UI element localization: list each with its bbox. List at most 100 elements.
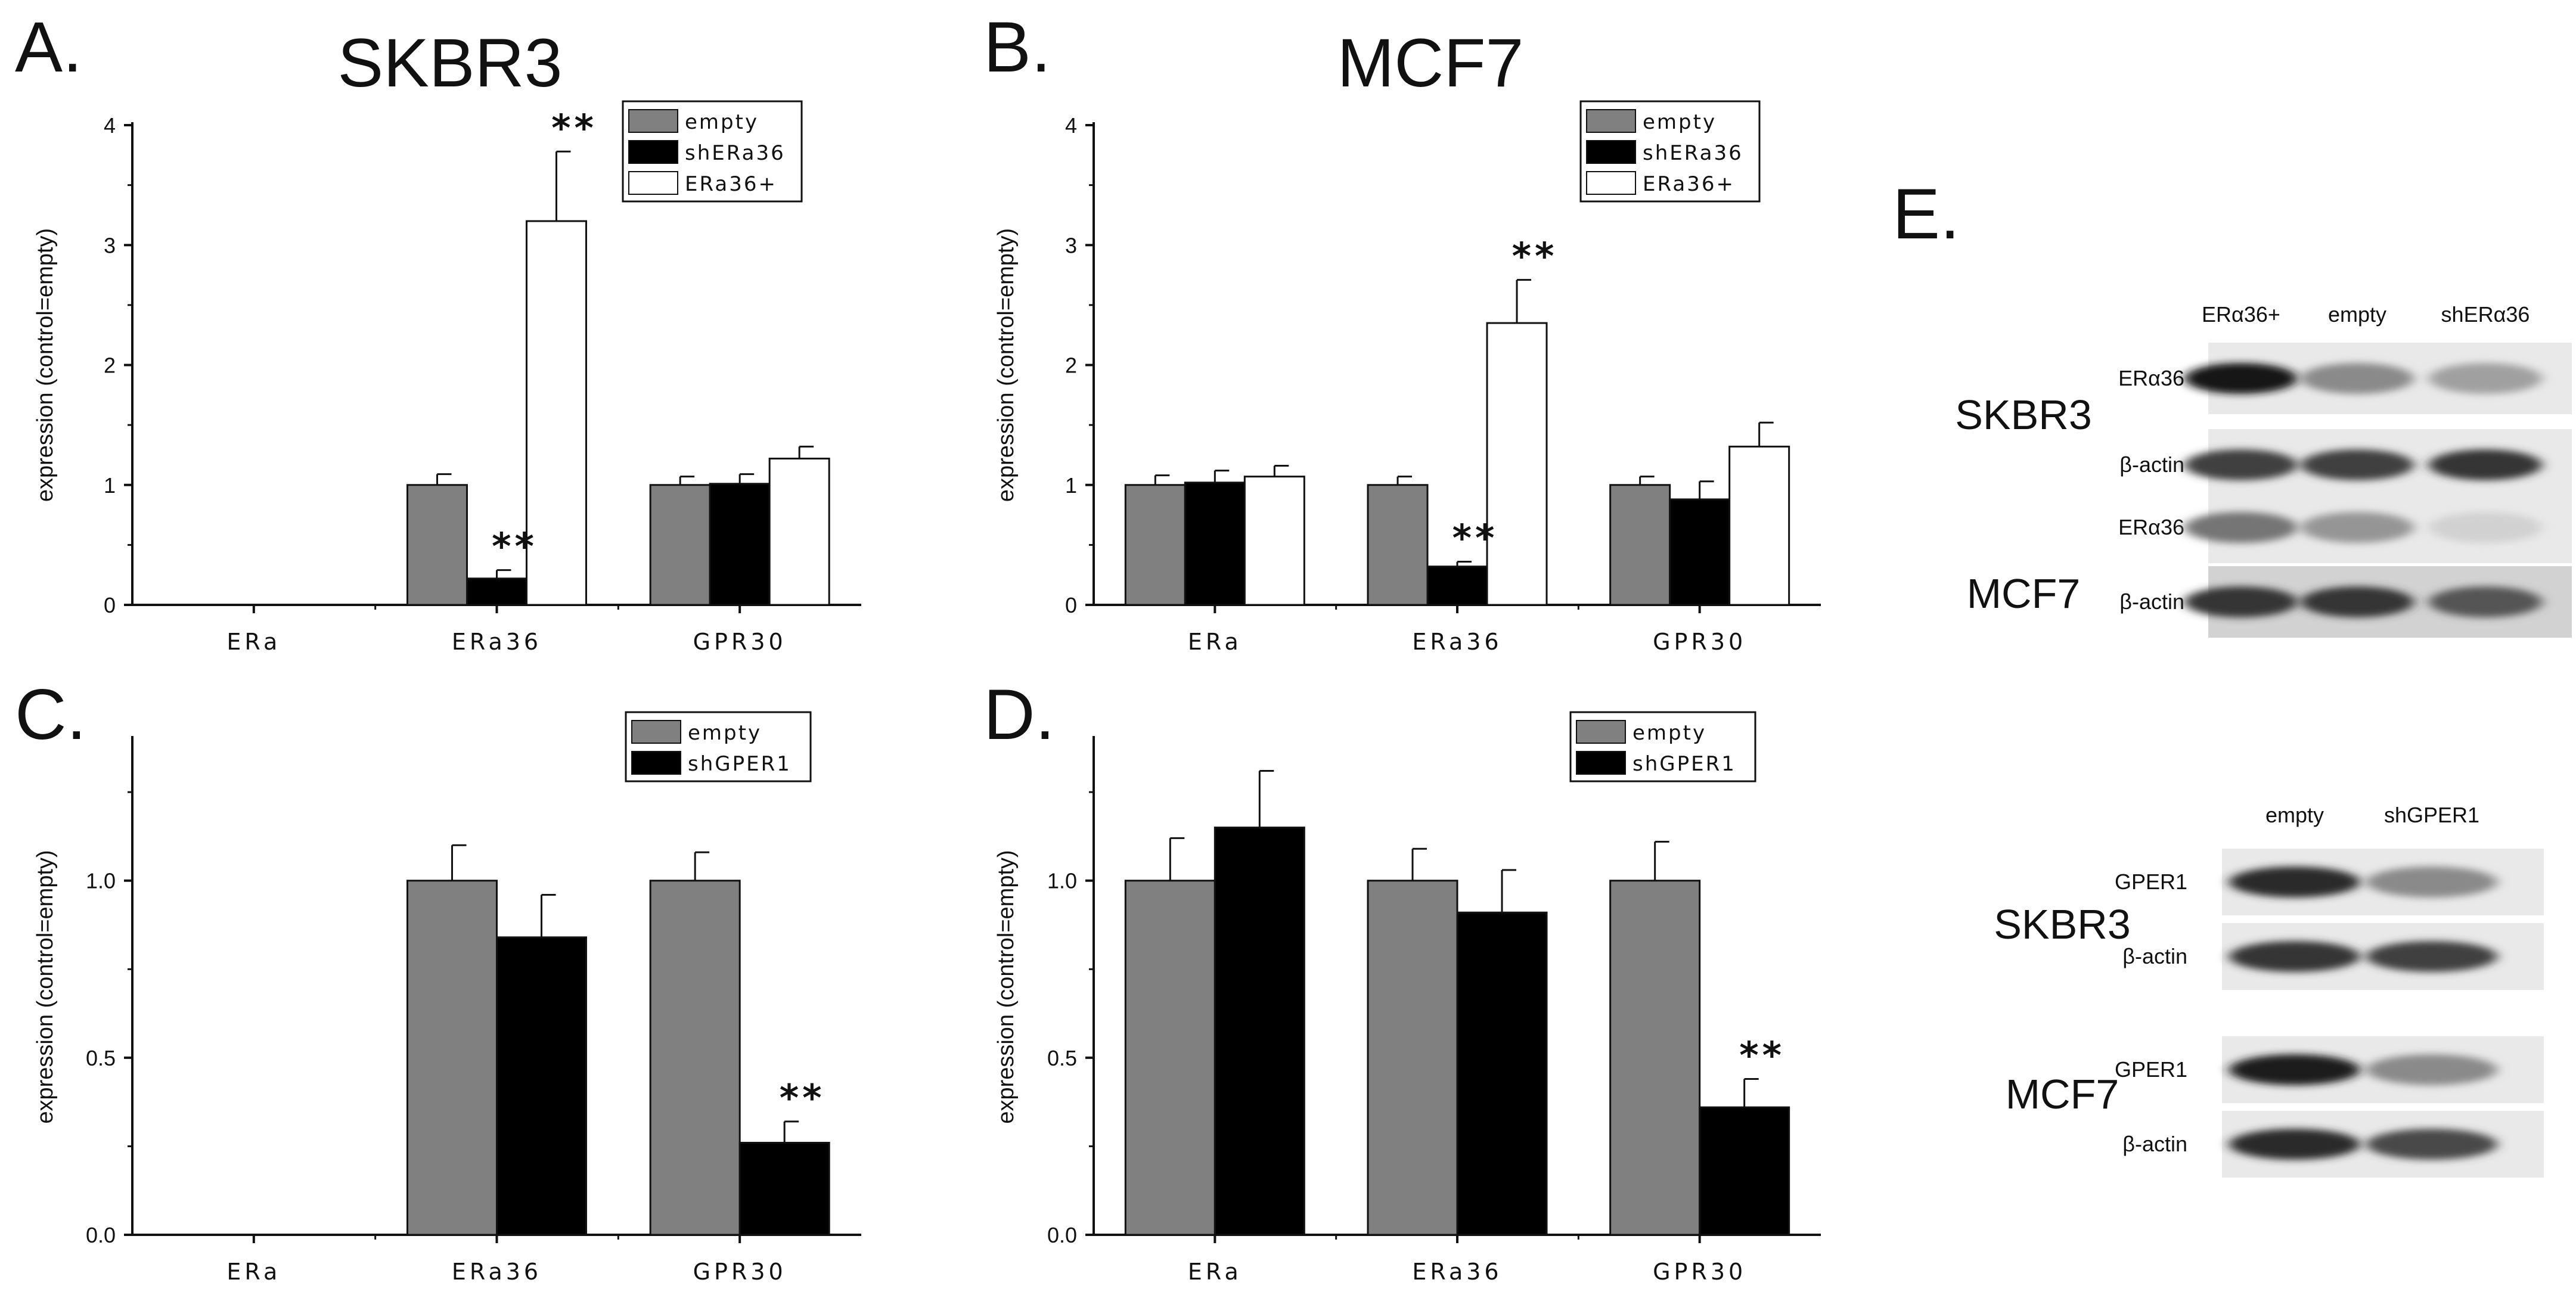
blot-band: [2429, 363, 2542, 394]
y-tick-label: 4: [1065, 113, 1077, 138]
x-tick-label: ERa36: [1412, 629, 1502, 655]
legend-label: empty: [685, 110, 759, 134]
x-tick-label: ERa: [226, 629, 281, 655]
x-tick-label: GPR30: [1653, 1259, 1746, 1285]
legend-swatch: [1586, 171, 1636, 195]
bar-shgper1-era36: [1456, 911, 1548, 1236]
blot-band: [2184, 512, 2298, 543]
y-tick-label: 1: [1065, 473, 1077, 498]
blot-band: [2229, 867, 2360, 898]
significance-marker: **: [1739, 1034, 1785, 1077]
blot-band: [2366, 1054, 2497, 1085]
legend-swatch: [631, 751, 681, 775]
bar-empty-gpr30: [1609, 484, 1671, 606]
x-tick-label: GPR30: [693, 1259, 787, 1285]
y-tick-label: 3: [104, 233, 116, 257]
legend-swatch: [631, 720, 681, 744]
y-tick-label: 0: [104, 593, 116, 617]
significance-marker: **: [551, 106, 597, 150]
bar-shgper1-gpr30: [738, 1141, 830, 1236]
y-tick-label: 0.5: [86, 1046, 116, 1070]
legend-swatch: [1576, 751, 1626, 775]
lane-label: shERα36: [2441, 302, 2530, 327]
blot-band: [2366, 941, 2497, 972]
legend-swatch: [628, 171, 678, 195]
bar-shera36-gpr30: [1669, 498, 1731, 606]
bar-era36--era36: [1486, 322, 1548, 606]
legend-label: shGPER1: [1632, 752, 1736, 776]
legend-label: empty: [1643, 110, 1717, 134]
y-tick-label: 1.0: [86, 869, 116, 893]
legend-swatch: [1586, 109, 1636, 133]
panel-label: A.: [15, 7, 82, 87]
y-tick-label: 0.0: [1047, 1223, 1077, 1247]
x-tick-label: GPR30: [1653, 629, 1746, 655]
legend: empty shERa36 ERa36+: [1579, 100, 1761, 203]
blot-band: [2229, 1054, 2360, 1085]
y-tick-label: 2: [1065, 353, 1077, 378]
panel-label: B.: [983, 7, 1051, 87]
bar-shera36-era36: [466, 577, 527, 606]
blot-band: [2301, 512, 2414, 543]
row-label: β-actin: [2119, 589, 2184, 614]
lane-label: empty: [2265, 803, 2324, 827]
bar-empty-gpr30: [649, 880, 741, 1236]
y-tick-label: 2: [104, 353, 116, 378]
bar-shera36-era36: [1426, 566, 1488, 606]
bar-empty-gpr30: [1609, 880, 1701, 1236]
significance-marker: **: [1512, 235, 1558, 278]
legend-label: shERa36: [1643, 141, 1743, 165]
legend: empty shGPER1: [625, 711, 812, 782]
y-tick-label: 1.0: [1047, 869, 1077, 893]
bar-empty-era36: [406, 880, 498, 1236]
blot-band: [2429, 512, 2542, 543]
row-label: β-actin: [2119, 452, 2184, 477]
legend: empty shGPER1: [1569, 711, 1756, 782]
bar-empty-era36: [406, 484, 468, 606]
legend-label: ERa36+: [685, 172, 777, 196]
x-tick-label: ERa36: [452, 629, 542, 655]
bar-empty-era: [1124, 484, 1186, 606]
row-label: β-actin: [2122, 1132, 2187, 1156]
blot-band: [2301, 586, 2414, 617]
blot-band: [2184, 449, 2298, 480]
legend-swatch: [628, 109, 678, 133]
bar-empty-era36: [1367, 880, 1458, 1236]
blot-band: [2429, 449, 2542, 480]
blot-band: [2229, 1129, 2360, 1160]
legend-label: empty: [1632, 721, 1706, 745]
bar-shgper1-gpr30: [1699, 1106, 1790, 1236]
cell-line-label: MCF7: [2006, 1071, 2119, 1117]
row-label: β-actin: [2122, 944, 2187, 968]
bar-shera36-gpr30: [709, 483, 771, 606]
blot-band: [2366, 1129, 2497, 1160]
bar-empty-era36: [1367, 484, 1429, 606]
chart-panel-a: A. SKBR3 0 1 2 3 4 expression (control=empty) ER…: [15, 7, 861, 655]
x-tick-label: ERa36: [1412, 1259, 1502, 1285]
legend-label: shGPER1: [688, 752, 792, 776]
legend-label: shERa36: [685, 141, 786, 165]
lane-label: empty: [2328, 302, 2386, 327]
x-tick-label: ERa: [1188, 1259, 1242, 1285]
x-tick-label: ERa36: [452, 1259, 542, 1285]
panel-label: E.: [1892, 174, 1960, 254]
panel-label: D.: [983, 675, 1055, 754]
y-axis-label: expression (control=empty): [33, 850, 58, 1123]
bar-empty-gpr30: [649, 484, 711, 606]
y-tick-label: 0.5: [1047, 1046, 1077, 1070]
y-axis-label: expression (control=empty): [994, 228, 1019, 502]
y-tick-label: 3: [1065, 233, 1077, 257]
cell-line-label: SKBR3: [1955, 392, 2092, 438]
legend-swatch: [1576, 720, 1626, 744]
x-tick-label: ERa: [226, 1259, 281, 1285]
western-blot-panel: E.ERα36+ empty shERα36SKBR3ERα36β-actinMCF…: [1892, 174, 2572, 1178]
blot-band: [2229, 941, 2360, 972]
cell-line-label: MCF7: [1967, 570, 2081, 617]
y-tick-label: 0: [1065, 593, 1077, 617]
y-tick-label: 1: [104, 473, 116, 498]
blot-band: [2429, 586, 2542, 617]
legend: empty shERa36 ERa36+: [622, 100, 803, 203]
significance-marker: **: [1453, 517, 1498, 560]
y-tick-label: 0.0: [86, 1223, 116, 1247]
